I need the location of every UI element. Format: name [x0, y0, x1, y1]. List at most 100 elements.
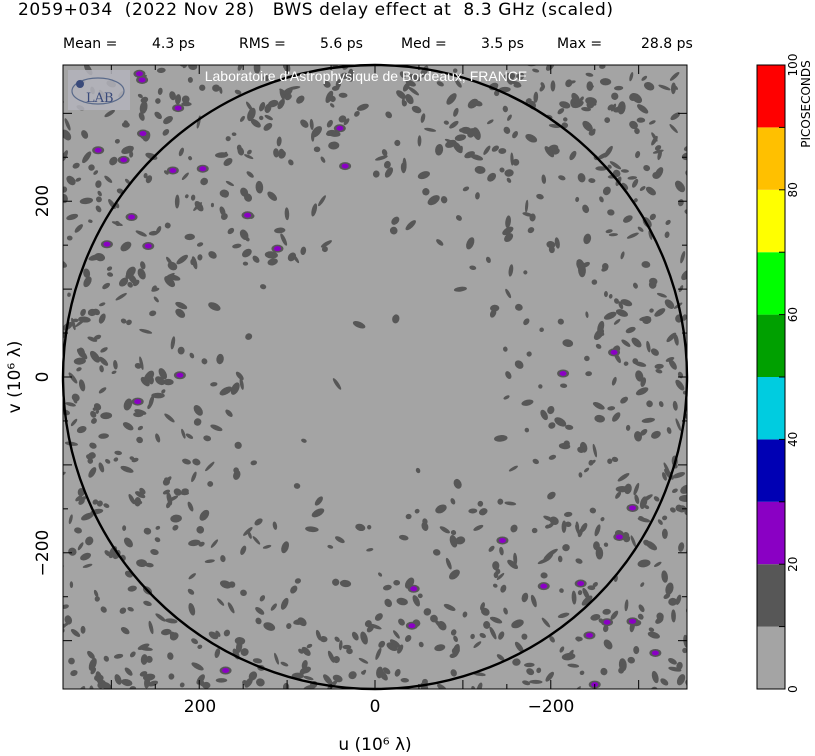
contour-blob	[672, 472, 686, 479]
contour-blob	[247, 107, 256, 122]
contour-blob	[272, 521, 278, 530]
contour-blob	[450, 629, 457, 636]
contour-blob	[184, 194, 189, 199]
contour-blob	[521, 633, 528, 640]
contour-blob	[563, 117, 568, 122]
contour-blob	[181, 101, 192, 107]
contour-blob	[82, 563, 93, 568]
contour-blob	[582, 120, 593, 132]
contour-blob	[301, 646, 311, 656]
contour-blob	[639, 186, 646, 191]
contour-blob	[487, 119, 494, 125]
contour-blob	[607, 104, 614, 111]
contour-blob	[593, 541, 600, 551]
high-delay-spot	[408, 623, 416, 629]
contour-blob	[637, 613, 644, 620]
contour-blob	[86, 454, 93, 460]
high-delay-spots	[92, 69, 662, 689]
contour-blob	[523, 662, 535, 668]
contour-blob	[242, 248, 252, 258]
contour-blob	[393, 630, 400, 639]
contour-blob	[131, 457, 139, 463]
contour-blob	[475, 192, 480, 200]
contour-blob	[422, 518, 428, 525]
contour-blob	[658, 84, 671, 91]
contour-blob	[87, 650, 95, 660]
contour-blob	[368, 623, 382, 630]
contour-blob	[181, 428, 186, 439]
contour-blob	[98, 356, 109, 366]
contour-blob	[323, 80, 331, 88]
contour-blob	[90, 410, 97, 418]
contour-blob	[417, 593, 423, 599]
contour-blob	[99, 302, 106, 307]
contour-blob	[414, 508, 420, 514]
contour-blob	[487, 172, 497, 182]
contour-blob	[179, 682, 185, 688]
contour-blob	[656, 292, 667, 298]
high-delay-spot	[629, 618, 637, 624]
contour-blob	[421, 521, 429, 531]
contour-blob	[585, 371, 592, 377]
contour-blob	[361, 669, 367, 675]
contour-blob	[398, 618, 405, 626]
contour-blob	[637, 559, 651, 568]
contour-blob	[381, 149, 388, 157]
contour-blob	[549, 635, 555, 643]
contour-blob	[607, 164, 612, 169]
contour-blob	[627, 176, 638, 180]
contour-blob	[188, 539, 201, 547]
contour-blob	[436, 239, 444, 246]
contour-blob	[604, 117, 611, 124]
contour-blob	[600, 517, 605, 522]
contour-blob	[242, 261, 249, 266]
contour-blob	[502, 105, 508, 113]
contour-blob	[154, 111, 162, 120]
contour-blob	[609, 161, 622, 170]
contour-blob	[652, 172, 660, 179]
contour-blob	[70, 670, 78, 677]
contour-blob	[682, 314, 687, 321]
contour-blob	[192, 458, 201, 466]
contour-blob	[514, 360, 524, 369]
contour-blob	[500, 584, 507, 593]
contour-blob	[602, 608, 611, 615]
contour-blob	[104, 109, 115, 118]
contour-blob	[579, 670, 585, 676]
contour-blob	[95, 196, 102, 203]
contour-blob	[145, 175, 153, 184]
contour-blob	[592, 128, 596, 133]
contour-blob	[532, 68, 540, 73]
contour-blob	[672, 400, 678, 411]
contour-blob	[326, 119, 333, 128]
contour-blob	[435, 504, 447, 514]
contour-blob	[631, 337, 642, 348]
contour-blob	[383, 160, 391, 169]
contour-blob	[649, 213, 656, 221]
contour-blob	[270, 603, 277, 611]
contour-blob	[577, 446, 585, 453]
contour-blob	[305, 526, 319, 533]
contour-blob	[575, 636, 583, 642]
contour-blob	[164, 413, 175, 423]
colorbar-label: PICOSECONDS	[799, 60, 813, 147]
contour-blob	[113, 360, 118, 370]
contour-blob	[135, 491, 146, 499]
contour-blob	[114, 450, 122, 456]
contour-blob	[640, 582, 645, 587]
contour-blob	[88, 658, 97, 671]
contour-blob	[397, 644, 404, 654]
contour-blob	[595, 343, 602, 349]
contour-blob	[210, 382, 218, 387]
high-delay-spot	[174, 105, 182, 111]
colorbar-tick-label: 20	[786, 557, 800, 572]
contour-blob	[234, 89, 242, 95]
contour-blob	[181, 95, 190, 104]
contour-blob	[76, 426, 87, 434]
contour-blob	[633, 198, 638, 203]
contour-blob	[155, 376, 165, 386]
contour-blob	[436, 81, 444, 87]
high-delay-spot	[199, 166, 207, 172]
contour-blob	[332, 378, 342, 390]
contour-blob	[68, 372, 78, 384]
